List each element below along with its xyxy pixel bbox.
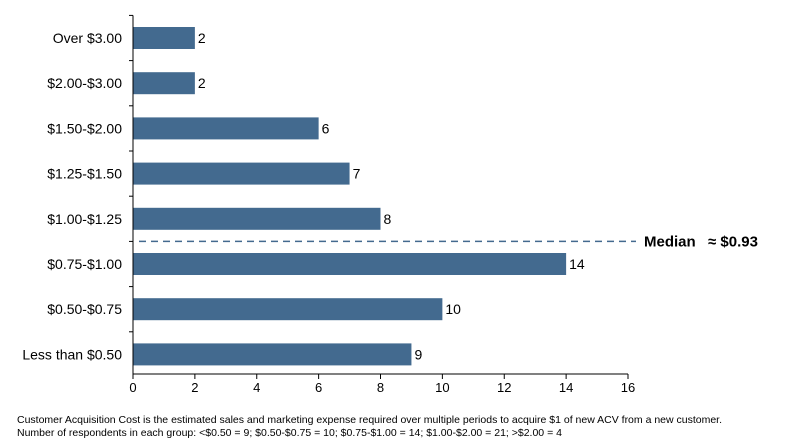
x-tick-label: 0 — [129, 380, 136, 395]
category-label: $2.00-$3.00 — [47, 75, 122, 91]
y-axis: Over $3.00 $2.00-$3.00 $1.50-$2.00 $1.25-$1… — [22, 14, 134, 374]
bar-value-label: 6 — [322, 120, 330, 136]
bar — [133, 253, 567, 275]
bar-value-label: 8 — [384, 211, 392, 227]
bar — [133, 72, 195, 95]
category-label: $1.25-$1.50 — [47, 166, 122, 182]
footnote-respondents: Number of respondents in each group: <$0… — [17, 427, 562, 439]
category-label: Over $3.00 — [53, 30, 122, 46]
category-label: $0.75-$1.00 — [47, 256, 122, 272]
bar — [133, 298, 443, 321]
bar-value-label: 2 — [198, 30, 206, 46]
bars-group: 2 2 6 7 8 14 10 9 — [133, 27, 585, 366]
x-tick-label: 12 — [497, 380, 511, 395]
x-tick-label: 2 — [191, 380, 198, 395]
category-label: Less than $0.50 — [22, 346, 122, 362]
bar-value-label: 2 — [198, 75, 206, 91]
category-label: $1.50-$2.00 — [47, 120, 122, 136]
bar — [133, 343, 412, 366]
footnote-definition: Customer Acquisition Cost is the estimat… — [17, 414, 723, 426]
bar-value-label: 9 — [414, 346, 422, 362]
bar-value-label: 14 — [569, 256, 585, 272]
x-tick-label: 8 — [377, 380, 384, 395]
bar — [133, 162, 350, 185]
x-tick-label: 4 — [253, 380, 260, 395]
bar-value-label: 7 — [353, 166, 361, 182]
bar — [133, 207, 381, 230]
category-label: $0.50-$0.75 — [47, 301, 122, 317]
median-annotation: Median ≈ $0.93 — [139, 233, 758, 250]
x-tick-label: 10 — [435, 380, 449, 395]
median-value: ≈ $0.93 — [708, 233, 758, 250]
x-axis: 0 2 4 6 8 10 12 14 16 — [129, 373, 635, 395]
x-tick-label: 14 — [559, 380, 573, 395]
bar-value-label: 10 — [445, 301, 461, 317]
median-label: Median — [644, 233, 696, 250]
bar — [133, 27, 195, 49]
category-label: $1.00-$1.25 — [47, 211, 122, 227]
x-tick-label: 6 — [315, 380, 322, 395]
bar — [133, 117, 319, 140]
bar-chart: 2 2 6 7 8 14 10 9 0 2 4 6 8 10 12 14 16 Over $3.00 $2.00… — [22, 14, 758, 395]
x-tick-label: 16 — [621, 380, 635, 395]
